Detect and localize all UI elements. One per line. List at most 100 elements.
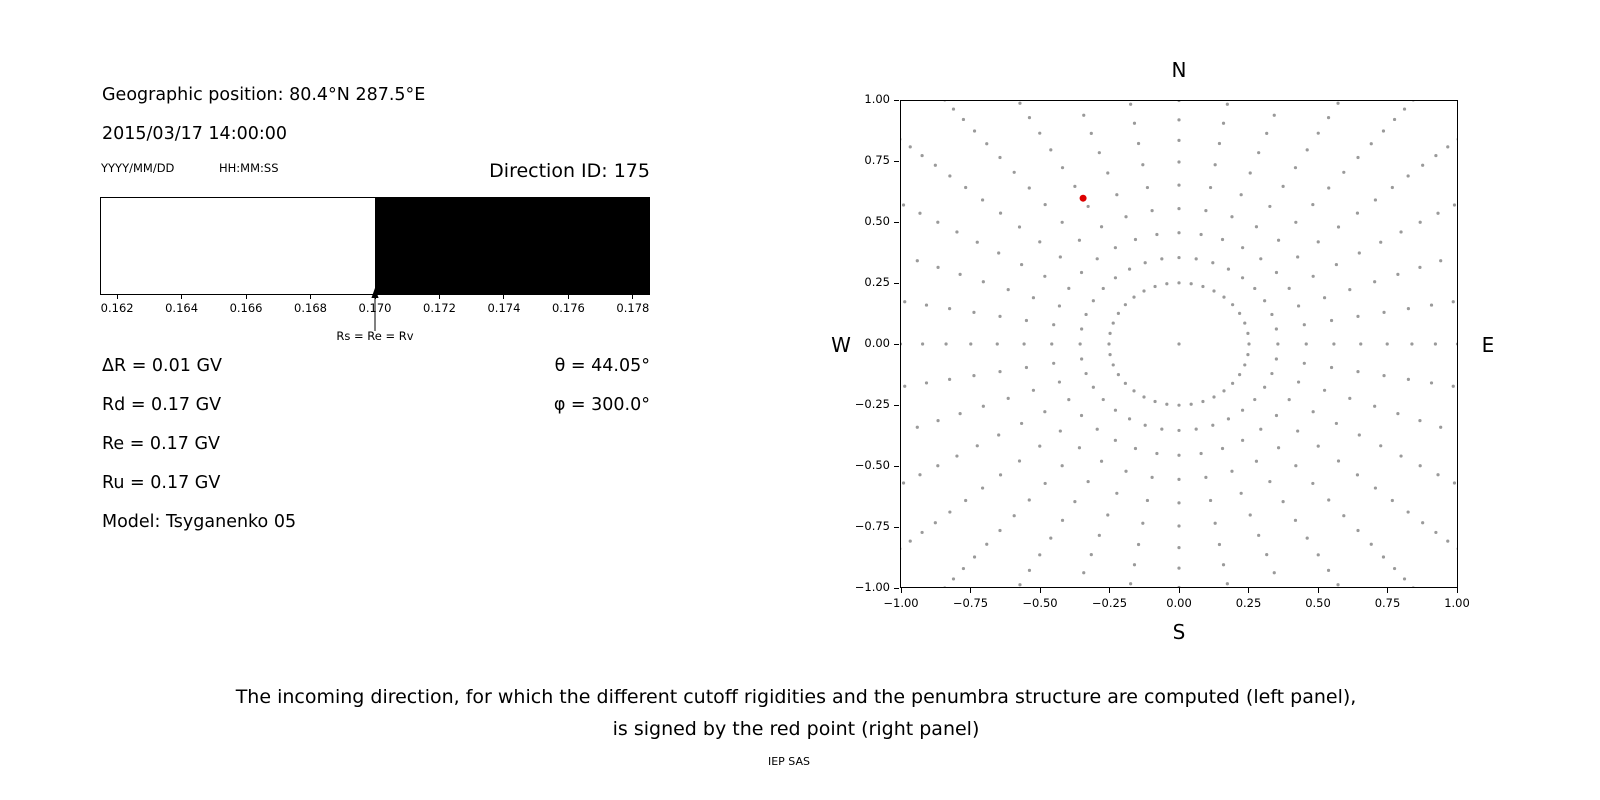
grid-dot xyxy=(944,342,948,346)
grid-dot xyxy=(1208,498,1213,503)
grid-dot xyxy=(924,381,929,385)
rd-label: Rd = 0.17 GV xyxy=(102,395,222,415)
grid-y-tick-label: 0.50 xyxy=(864,214,890,228)
grid-dot xyxy=(1238,311,1242,316)
grid-dot xyxy=(1058,255,1062,259)
grid-dot xyxy=(1259,257,1263,261)
penumbra-x-tick-label: 0.166 xyxy=(229,301,263,315)
caption-line-2: is signed by the red point (right panel) xyxy=(612,718,980,740)
grid-dot xyxy=(975,444,979,448)
grid-dot xyxy=(1246,331,1250,335)
grid-dot xyxy=(1091,299,1095,303)
grid-dot xyxy=(921,342,925,346)
grid-dot xyxy=(1385,342,1389,346)
grid-dot xyxy=(1302,361,1306,365)
grid-dot xyxy=(1294,220,1298,224)
grid-dot xyxy=(903,384,907,388)
grid-dot xyxy=(1274,413,1279,418)
grid-dot xyxy=(1060,518,1065,522)
grid-dot xyxy=(1293,166,1298,170)
grid-dot xyxy=(1247,342,1251,346)
grid-dot xyxy=(1379,240,1383,244)
penumbra-x-tick-mark xyxy=(438,295,440,299)
grid-dot xyxy=(1274,357,1278,361)
grid-dot xyxy=(1091,385,1095,389)
geo-position-label: Geographic position: 80.4°N 287.5°E xyxy=(102,85,426,105)
grid-dot xyxy=(1038,444,1042,448)
grid-dot xyxy=(1018,583,1022,587)
grid-dot xyxy=(1265,131,1269,135)
grid-dot xyxy=(1263,385,1267,389)
grid-dot xyxy=(1038,553,1042,557)
grid-dot xyxy=(1418,220,1422,224)
grid-dot xyxy=(1253,397,1257,402)
grid-dot xyxy=(1189,282,1193,286)
grid-y-tick-label: 1.00 xyxy=(864,92,890,106)
grid-dot xyxy=(1451,384,1455,388)
grid-dot xyxy=(1113,246,1117,250)
grid-dot xyxy=(998,528,1002,533)
penumbra-x-tick-label: 0.164 xyxy=(165,301,199,315)
grid-dot xyxy=(1451,300,1455,304)
grid-dot xyxy=(1357,251,1361,255)
grid-dot xyxy=(1052,323,1056,327)
grid-dot xyxy=(1052,361,1056,365)
grid-dot xyxy=(1073,184,1077,188)
grid-dot xyxy=(1177,428,1181,433)
grid-dot xyxy=(908,539,912,543)
grid-dot xyxy=(1155,451,1159,456)
grid-dot xyxy=(1257,151,1261,155)
grid-dot xyxy=(1095,257,1099,261)
grid-dot xyxy=(918,211,922,215)
grid-dot xyxy=(1077,446,1082,450)
grid-dot xyxy=(1439,259,1443,263)
grid-dot xyxy=(1418,265,1422,269)
grid-dot xyxy=(1410,342,1414,346)
grid-dot xyxy=(1336,583,1340,587)
grid-dot xyxy=(924,303,929,307)
grid-dot xyxy=(1113,438,1117,442)
grid-dot xyxy=(1022,342,1026,346)
grid-dot xyxy=(1155,232,1159,237)
grid-dot xyxy=(1027,498,1031,502)
penumbra-x-tick-label: 0.174 xyxy=(487,301,521,315)
grid-dot xyxy=(1150,209,1154,213)
grid-dot xyxy=(1038,240,1042,244)
grid-dot xyxy=(1304,342,1308,346)
grid-dot xyxy=(1160,257,1164,261)
grid-dot xyxy=(1382,374,1386,378)
grid-dot xyxy=(1281,184,1285,188)
grid-dot xyxy=(1248,171,1252,175)
grid-dot xyxy=(1027,186,1031,190)
grid-dot xyxy=(1150,475,1154,479)
grid-dot xyxy=(948,174,952,178)
grid-dot xyxy=(1434,530,1438,535)
grid-dot xyxy=(1078,342,1082,346)
grid-dot xyxy=(1336,459,1341,463)
grid-dot xyxy=(980,486,985,490)
grid-dot xyxy=(1101,397,1105,402)
grid-dot xyxy=(948,377,952,381)
grid-dot xyxy=(1276,342,1280,346)
grid-dot xyxy=(1177,501,1181,505)
grid-dot xyxy=(1356,369,1360,374)
penumbra-x-tick-label: 0.176 xyxy=(551,301,585,315)
grid-dot xyxy=(1201,284,1205,289)
penumbra-x-tick-label: 0.172 xyxy=(423,301,456,315)
grid-dot xyxy=(1305,536,1309,540)
grid-dot xyxy=(1239,491,1243,495)
grid-dot xyxy=(1124,215,1128,219)
grid-dot xyxy=(1305,148,1309,152)
grid-dot xyxy=(1296,380,1301,384)
grid-dot xyxy=(1177,206,1181,211)
grid-dot xyxy=(1373,404,1377,408)
grid-dot xyxy=(998,369,1002,374)
ru-label: Ru = 0.17 GV xyxy=(102,473,221,493)
grid-dot xyxy=(1217,542,1222,547)
grid-dot xyxy=(1241,246,1245,250)
grid-dot xyxy=(936,464,940,468)
grid-dot xyxy=(1356,528,1360,533)
grid-dot xyxy=(1329,318,1334,323)
footer-label: IEP SAS xyxy=(767,755,811,768)
grid-dot xyxy=(1396,412,1400,416)
